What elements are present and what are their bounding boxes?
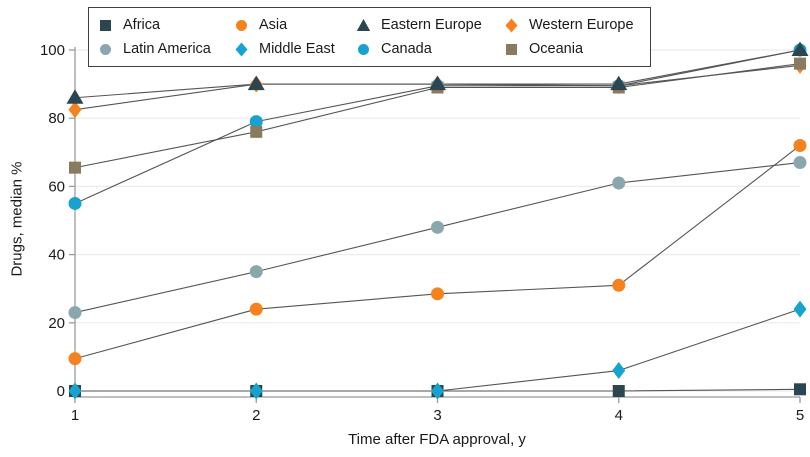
legend-diamond-icon [235, 42, 248, 57]
marker-latin-america [249, 265, 263, 279]
legend-item-label: Asia [259, 17, 288, 33]
legend-circle-icon [358, 44, 369, 55]
legend-item-canada: Canada [356, 39, 504, 60]
marker-canada [68, 196, 82, 210]
legend-square-icon [100, 20, 111, 31]
y-tick-label: 20 [48, 315, 65, 332]
y-tick-label: 0 [57, 383, 65, 400]
legend: Africa Asia Eastern Europe Western Europe La… [88, 7, 651, 67]
x-tick-label: 2 [252, 407, 260, 424]
series-line-canada [74, 49, 801, 204]
legend-triangle-glyph [356, 19, 371, 31]
marker-middle-east [793, 300, 807, 318]
legend-item-oceania: Oceania [504, 39, 634, 60]
legend-item-latin-america: Latin America [98, 39, 234, 60]
legend-item-label: Oceania [529, 41, 584, 57]
marker-middle-east [249, 382, 263, 400]
marker-asia [249, 302, 263, 316]
legend-item-label: Eastern Europe [381, 17, 482, 33]
legend-circle-glyph [358, 44, 369, 55]
x-tick-label: 1 [71, 407, 79, 424]
marker-asia [68, 352, 82, 366]
y-tick-label: 40 [48, 247, 65, 264]
marker-western-europe [68, 101, 82, 119]
marker-eastern-europe [610, 75, 628, 91]
marker-latin-america [68, 306, 82, 320]
legend-circle-glyph [100, 44, 111, 55]
x-axis-title: Time after FDA approval, y [348, 431, 526, 448]
legend-square-icon [506, 44, 517, 55]
marker-asia [793, 138, 807, 152]
x-tick-label: 4 [615, 407, 623, 424]
legend-circle-glyph [236, 20, 247, 31]
marker-africa [612, 385, 625, 397]
marker-middle-east [612, 362, 626, 380]
y-tick-label: 60 [48, 178, 65, 195]
series-line-asia [74, 145, 801, 360]
legend-item-label: Africa [123, 17, 161, 33]
legend-diamond-glyph [235, 42, 248, 57]
legend-diamond-icon [505, 18, 518, 33]
legend-item-eastern-europe: Eastern Europe [356, 15, 504, 36]
legend-square-glyph [100, 20, 111, 31]
legend-diamond-glyph [505, 18, 518, 33]
marker-latin-america [431, 220, 444, 234]
legend-square-glyph [506, 44, 517, 55]
legend-item-label: Western Europe [529, 17, 634, 33]
x-tick-label: 5 [796, 407, 804, 424]
marker-asia [612, 278, 626, 292]
legend-item-asia: Asia [234, 15, 356, 36]
x-tick-label: 3 [433, 407, 441, 424]
legend-item-western-europe: Western Europe [504, 15, 634, 36]
marker-asia [431, 287, 444, 301]
legend-circle-icon [100, 44, 111, 55]
marker-oceania [69, 161, 81, 174]
marker-eastern-europe [429, 75, 446, 91]
y-tick-label: 80 [48, 110, 65, 127]
marker-middle-east [431, 382, 444, 400]
marker-eastern-europe [66, 89, 84, 104]
marker-africa [794, 383, 806, 396]
legend-circle-icon [236, 20, 247, 31]
marker-latin-america [793, 156, 807, 170]
legend-item-label: Middle East [259, 41, 335, 57]
marker-latin-america [612, 176, 626, 190]
marker-canada [249, 115, 263, 129]
series-line-middle-east [75, 308, 801, 392]
y-tick-label: 100 [40, 42, 65, 59]
legend-item-africa: Africa [98, 15, 234, 36]
marker-eastern-europe [247, 75, 265, 91]
legend-item-label: Canada [381, 41, 432, 57]
marker-oceania [794, 57, 806, 70]
marker-eastern-europe [791, 41, 809, 56]
marker-middle-east [68, 382, 82, 400]
legend-item-label: Latin America [123, 41, 211, 57]
legend-item-middle-east: Middle East [234, 39, 356, 60]
marker-oceania [250, 125, 263, 138]
y-axis-title: Drugs, median % [8, 161, 26, 277]
legend-triangle-icon [356, 19, 371, 31]
